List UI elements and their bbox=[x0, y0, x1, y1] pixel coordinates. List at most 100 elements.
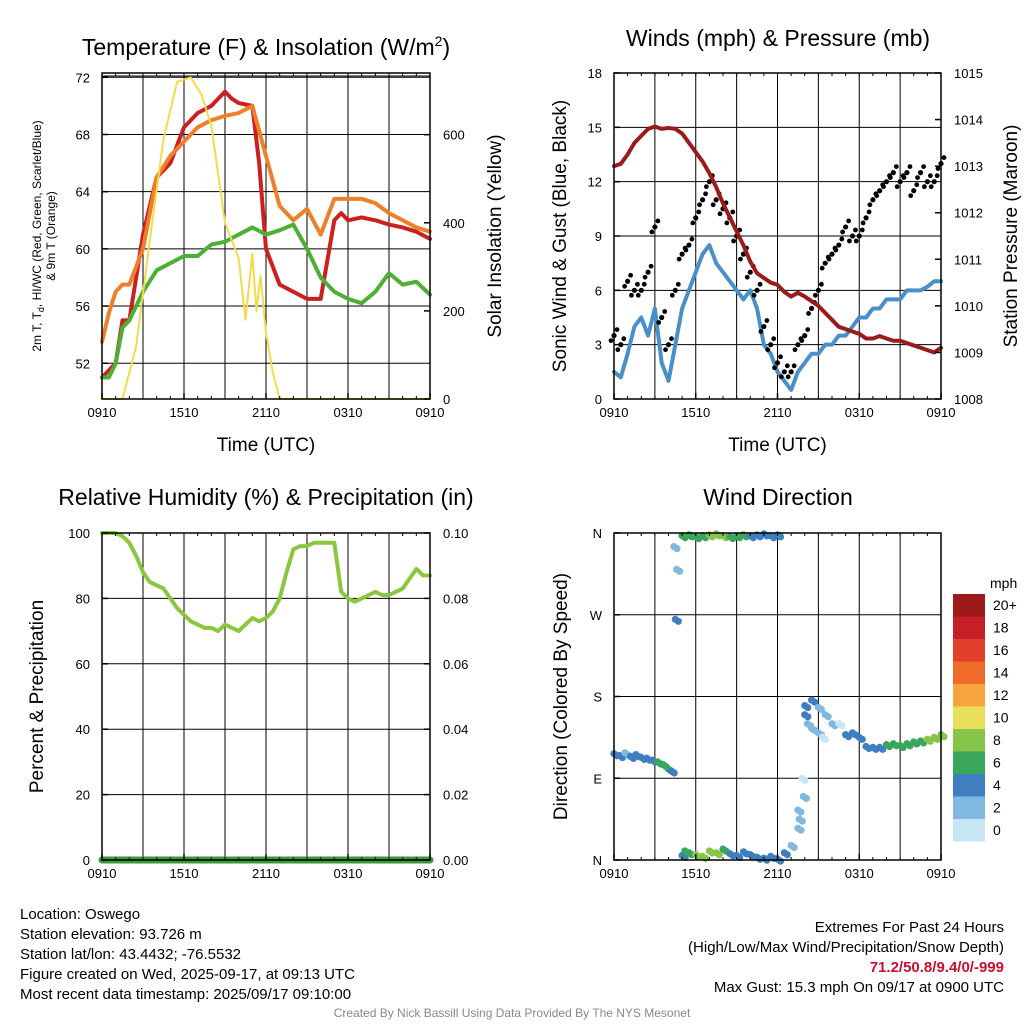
gust-point bbox=[642, 274, 648, 280]
title-main: Temperature (F) & Insolation (W/m bbox=[82, 34, 435, 60]
direction-point bbox=[783, 851, 791, 859]
gust-point bbox=[772, 365, 777, 371]
gust-point bbox=[655, 218, 661, 224]
gust-point bbox=[802, 333, 808, 339]
y-tick-label: 9 bbox=[595, 229, 602, 244]
y-axis-label: Direction (Colored By Speed) bbox=[551, 573, 572, 820]
gust-point bbox=[791, 363, 797, 369]
x-tick-label: 0910 bbox=[88, 405, 117, 420]
gust-point bbox=[669, 336, 674, 342]
y2-tick-label: 0 bbox=[443, 392, 450, 407]
gust-point bbox=[859, 227, 865, 233]
chart-2: Winds (mph) & Pressure (mb) 0910 1510 2110 0… bbox=[550, 25, 1022, 456]
gust-point bbox=[881, 184, 886, 190]
y-tick-label: 3 bbox=[595, 338, 602, 353]
direction-point bbox=[804, 713, 812, 721]
gust-point bbox=[856, 233, 862, 239]
gust-point bbox=[778, 354, 783, 360]
gust-point bbox=[928, 184, 934, 190]
gust-point bbox=[843, 224, 849, 230]
gust-point bbox=[765, 347, 771, 353]
gust-point bbox=[849, 233, 856, 239]
colorbar-swatch bbox=[953, 684, 985, 707]
gust-point bbox=[656, 320, 662, 325]
gust-point bbox=[703, 184, 709, 190]
gust-point bbox=[635, 281, 640, 287]
colorbar-swatch bbox=[953, 796, 985, 819]
gust-point bbox=[904, 170, 910, 176]
y-tick-label: W bbox=[590, 608, 603, 623]
gust-point bbox=[699, 197, 706, 203]
x-tick-label: 2110 bbox=[764, 866, 792, 881]
gust-point bbox=[897, 179, 903, 185]
gust-point bbox=[907, 164, 913, 170]
colorbar-label: 4 bbox=[993, 777, 1001, 793]
gust-point bbox=[690, 220, 696, 226]
y-tick-label: 100 bbox=[68, 526, 90, 541]
gust-point bbox=[778, 374, 784, 380]
direction-point bbox=[684, 849, 692, 857]
gust-point bbox=[887, 175, 893, 181]
credit-text: Created By Nick Bassill Using Data Provi… bbox=[333, 1006, 691, 1020]
y-tick-label: N bbox=[593, 526, 602, 541]
gust-point bbox=[686, 242, 692, 248]
x-tick-label: 0310 bbox=[845, 405, 874, 420]
y-tick-label: N bbox=[593, 853, 602, 868]
created-text: Figure created on Wed, 2025-09-17, at 09… bbox=[20, 966, 355, 983]
series-sonic-wind bbox=[612, 243, 943, 392]
direction-point bbox=[674, 617, 682, 625]
y-tick-label: 15 bbox=[588, 120, 602, 135]
gust-point bbox=[911, 188, 917, 194]
series-2m-td bbox=[100, 222, 432, 380]
chart-1: Temperature (F) & Insolation (W/m2) 0910 1… bbox=[30, 33, 506, 456]
x-tick-label: 0910 bbox=[927, 866, 956, 881]
gust-point bbox=[751, 292, 757, 298]
y-tick-label: 12 bbox=[588, 175, 602, 190]
direction-point bbox=[790, 843, 798, 852]
y-tick-label: 64 bbox=[76, 185, 90, 200]
gust-point bbox=[683, 247, 689, 253]
chart-title: Relative Humidity (%) & Precipitation (i… bbox=[58, 484, 473, 510]
max-gust-text: Max Gust: 15.3 mph On 09/17 at 0900 UTC bbox=[713, 979, 1004, 996]
gust-point bbox=[625, 278, 631, 284]
y2-tick-label: 0.04 bbox=[443, 722, 468, 737]
gust-point bbox=[808, 305, 815, 312]
gust-point bbox=[649, 229, 655, 235]
gust-point bbox=[781, 369, 787, 375]
gust-point bbox=[645, 269, 651, 275]
gust-point bbox=[652, 224, 658, 230]
gust-point bbox=[806, 311, 811, 316]
colorbar-swatch bbox=[953, 729, 985, 752]
y-axis-label-line2: & 9m T (Orange) bbox=[44, 191, 58, 281]
colorbar-label: 18 bbox=[993, 620, 1009, 636]
y-axis-label: Percent & Precipitation bbox=[27, 600, 48, 793]
colorbar-swatch bbox=[953, 639, 985, 662]
gust-point bbox=[635, 292, 641, 298]
y-label-part: 2m T, T bbox=[30, 311, 44, 351]
y-tick-label: 60 bbox=[76, 657, 90, 672]
extremes-values: 71.2/50.8/9.4/0/-999 bbox=[869, 959, 1004, 976]
y-tick-label: 72 bbox=[76, 70, 90, 85]
colorbar-label: 8 bbox=[993, 732, 1001, 748]
series-solar bbox=[101, 76, 431, 400]
y-tick-label: 6 bbox=[595, 283, 602, 298]
y-tick-label: 80 bbox=[76, 591, 90, 606]
direction-point bbox=[676, 567, 684, 575]
gust-point bbox=[870, 197, 876, 203]
x-tick-label: 1510 bbox=[170, 866, 199, 881]
gust-point bbox=[730, 209, 736, 215]
y-axis-label: 2m T, Td, HI/WC (Red, Green, Scarlet/Blu… bbox=[30, 120, 46, 351]
gust-point bbox=[608, 338, 614, 344]
x-tick-label: 0310 bbox=[334, 866, 363, 881]
x-tick-label: 1510 bbox=[681, 866, 710, 881]
x-tick-label: 0910 bbox=[88, 866, 117, 881]
gust-point bbox=[908, 193, 914, 199]
y2-tick-label: 1011 bbox=[954, 252, 982, 267]
gust-point bbox=[822, 260, 828, 266]
direction-point bbox=[858, 735, 866, 743]
gust-point bbox=[757, 281, 763, 287]
gust-point bbox=[689, 236, 695, 242]
x-tick-label: 1510 bbox=[170, 405, 199, 420]
x-tick-label: 0910 bbox=[600, 405, 629, 420]
gust-point bbox=[805, 327, 811, 333]
